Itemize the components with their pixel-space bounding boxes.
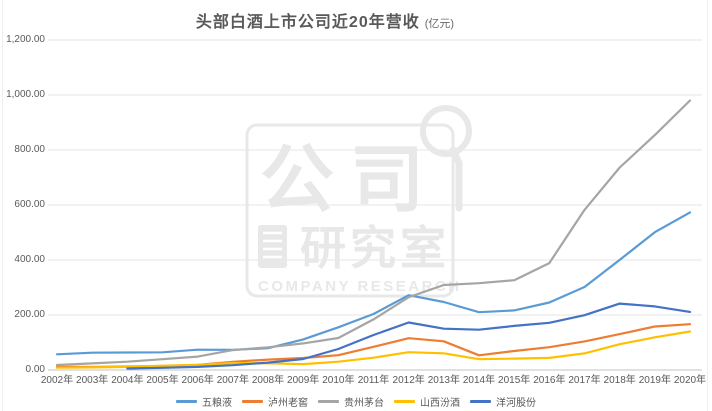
legend-label: 洋河股份 [496,397,536,409]
x-tick-label: 2019年 [638,375,671,386]
legend-label: 山西汾酒 [420,397,460,409]
chart-title: 头部白酒上市公司近20年营收 (亿元) [0,8,650,32]
x-tick-label: 2004年 [111,375,144,386]
legend-line-swatch [394,399,415,403]
window-edge-right [707,0,708,411]
y-tick-label: 1,200.00 [6,34,45,45]
x-tick-label: 2014年 [462,375,496,386]
legend-item-0: 五粮液 [176,394,232,409]
legend-line-swatch [470,399,491,403]
x-tick-label: 2013年 [427,375,460,386]
x-tick-label: 2017年 [568,375,601,386]
y-tick-label: 200.00 [14,309,45,320]
series-line-0 [55,211,692,356]
x-tick-label: 2011年 [357,375,390,386]
window-edge-left [2,0,3,411]
legend-item-3: 山西汾酒 [394,394,460,409]
x-tick-label: 2006年 [181,375,214,386]
x-tick-label: 2005年 [146,375,179,386]
watermark-box [245,123,455,298]
chart-legend: 五粮液 泸州老窖 贵州茅台 山西汾酒 洋河股份 [0,393,712,409]
series-line-4 [126,302,692,370]
x-tick-label: 2018年 [603,375,636,386]
x-tick-label: 2007年 [216,375,249,386]
series-line-3 [55,330,692,369]
x-tick-label: 2008年 [251,375,285,386]
x-tick-label: 2020年 [673,375,707,386]
legend-line-swatch [318,399,339,403]
y-tick-label: 0.00 [25,364,45,375]
y-tick-label: 1,000.00 [6,89,45,100]
x-tick-label: 2002年 [40,375,74,386]
legend-label: 泸州老窖 [268,397,308,409]
x-tick-label: 2016年 [533,375,566,386]
legend-line-swatch [242,399,263,403]
magnifier-icon [420,105,472,212]
x-tick-label: 2003年 [76,375,109,386]
x-tick-label: 2012年 [392,375,425,386]
legend-label: 五粮液 [202,397,232,409]
series-line-2 [55,99,692,367]
watermark-main-text: 公司 [260,138,440,221]
y-tick-label: 400.00 [14,254,45,265]
legend-item-4: 洋河股份 [470,394,536,409]
legend-label: 贵州茅台 [344,397,384,409]
watermark-sub-text: 研究室 [300,222,450,274]
chart-title-text: 头部白酒上市公司近20年营收 [195,14,420,31]
watermark-caption: COMPANY RESEARCH [258,278,462,295]
x-tick-label: 2015年 [498,375,531,386]
legend-item-1: 泸州老窖 [242,394,308,409]
x-tick-label: 2009年 [287,375,320,386]
y-tick-label: 800.00 [14,144,45,155]
x-tick-label: 2010年 [322,375,355,386]
document-icon [258,225,287,268]
legend-item-2: 贵州茅台 [318,394,384,409]
legend-line-swatch [176,399,197,403]
watermark: 公司 研究室 COMPANY RESEARCH [245,105,472,298]
y-tick-label: 600.00 [14,199,45,210]
chart-title-unit: (亿元) [424,18,455,30]
